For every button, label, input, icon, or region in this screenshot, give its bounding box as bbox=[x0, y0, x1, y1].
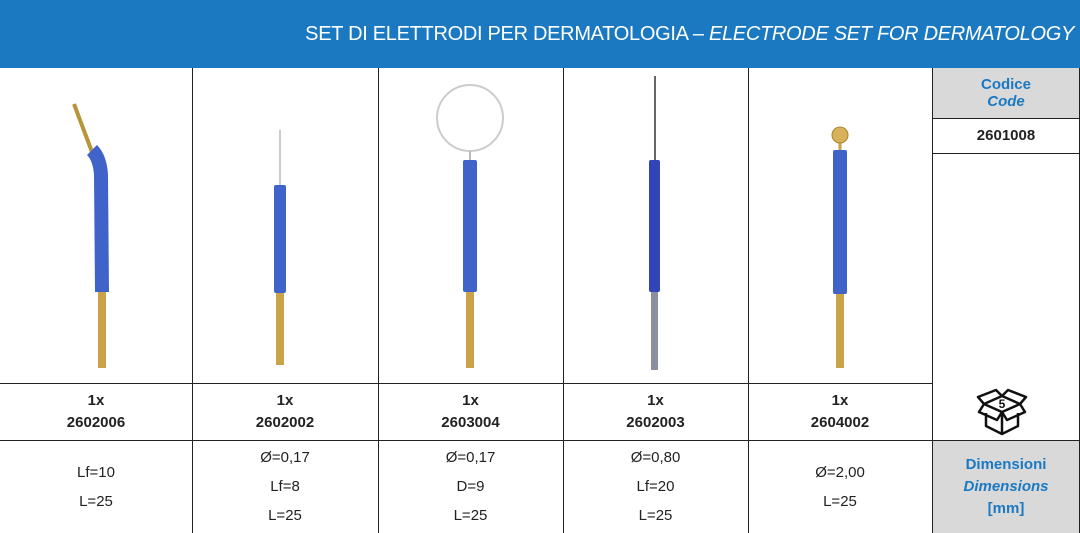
dimension: Lf=20 bbox=[637, 472, 675, 501]
electrode-pin bbox=[276, 292, 284, 365]
dimension: L=25 bbox=[454, 501, 488, 530]
electrode-pin bbox=[651, 290, 658, 370]
electrode-pin bbox=[466, 290, 474, 368]
title-it: SET DI ELETTRODI PER DERMATOLOGIA – bbox=[305, 23, 704, 45]
code-label-it: Codice bbox=[981, 76, 1031, 93]
code-label-cell: Codice Code bbox=[932, 68, 1080, 118]
grid-line bbox=[563, 68, 564, 533]
grid-line bbox=[0, 440, 1080, 441]
dimension: L=25 bbox=[79, 487, 113, 516]
dimension: Ø=0,17 bbox=[260, 443, 310, 472]
electrode-tip bbox=[437, 85, 503, 151]
grid-line bbox=[932, 68, 933, 533]
code-cell: 2601008 bbox=[932, 118, 1080, 153]
electrode-tip bbox=[74, 104, 92, 152]
product-code: 2602006 bbox=[67, 412, 125, 434]
dimension: Ø=0,17 bbox=[446, 443, 496, 472]
quantity: 1x bbox=[647, 390, 664, 412]
quantity: 1x bbox=[277, 390, 294, 412]
dimension: D=9 bbox=[457, 472, 485, 501]
grid-line bbox=[748, 68, 749, 533]
grid-line bbox=[0, 383, 932, 384]
product-code: 2604002 bbox=[811, 412, 869, 434]
electrode-pin bbox=[98, 290, 106, 368]
quantity: 1x bbox=[88, 390, 105, 412]
electrode-handle bbox=[92, 150, 102, 292]
pack-quantity: 5 bbox=[999, 397, 1006, 411]
product-code: 2602003 bbox=[626, 412, 684, 434]
electrode-tip bbox=[832, 127, 848, 143]
quantity: 1x bbox=[832, 390, 849, 412]
grid-line bbox=[932, 153, 1080, 154]
dimensions-label-en: Dimensions bbox=[963, 476, 1048, 498]
quantity: 1x bbox=[462, 390, 479, 412]
code: 2601008 bbox=[977, 127, 1035, 144]
grid-line bbox=[932, 118, 1080, 119]
dimensions-label-it: Dimensioni bbox=[966, 454, 1047, 476]
code-label-en: Code bbox=[987, 93, 1025, 110]
dimensions-unit: [mm] bbox=[988, 498, 1025, 520]
electrode-handle bbox=[833, 150, 847, 294]
dimension: Lf=10 bbox=[77, 458, 115, 487]
product-code: 2603004 bbox=[441, 412, 499, 434]
product-code: 2602002 bbox=[256, 412, 314, 434]
electrode-handle bbox=[649, 160, 660, 292]
dimension: L=25 bbox=[639, 501, 673, 530]
dimension: L=25 bbox=[823, 487, 857, 516]
box-icon: 5 bbox=[976, 388, 1028, 436]
grid-line bbox=[192, 68, 193, 533]
dimensions-label-cell: Dimensioni Dimensions [mm] bbox=[932, 440, 1080, 533]
dimension: Ø=2,00 bbox=[815, 458, 865, 487]
dimension: Lf=8 bbox=[270, 472, 300, 501]
header: SET DI ELETTRODI PER DERMATOLOGIA – ELEC… bbox=[0, 0, 1080, 68]
electrode-handle bbox=[274, 185, 286, 293]
electrode-pin bbox=[836, 292, 844, 368]
dimension: L=25 bbox=[268, 501, 302, 530]
title-en: ELECTRODE SET FOR DERMATOLOGY bbox=[709, 23, 1074, 45]
dimension: Ø=0,80 bbox=[631, 443, 681, 472]
page: SET DI ELETTRODI PER DERMATOLOGIA – ELEC… bbox=[0, 0, 1080, 533]
electrode-images bbox=[0, 68, 932, 383]
grid-line bbox=[378, 68, 379, 533]
electrode-handle bbox=[463, 160, 477, 292]
